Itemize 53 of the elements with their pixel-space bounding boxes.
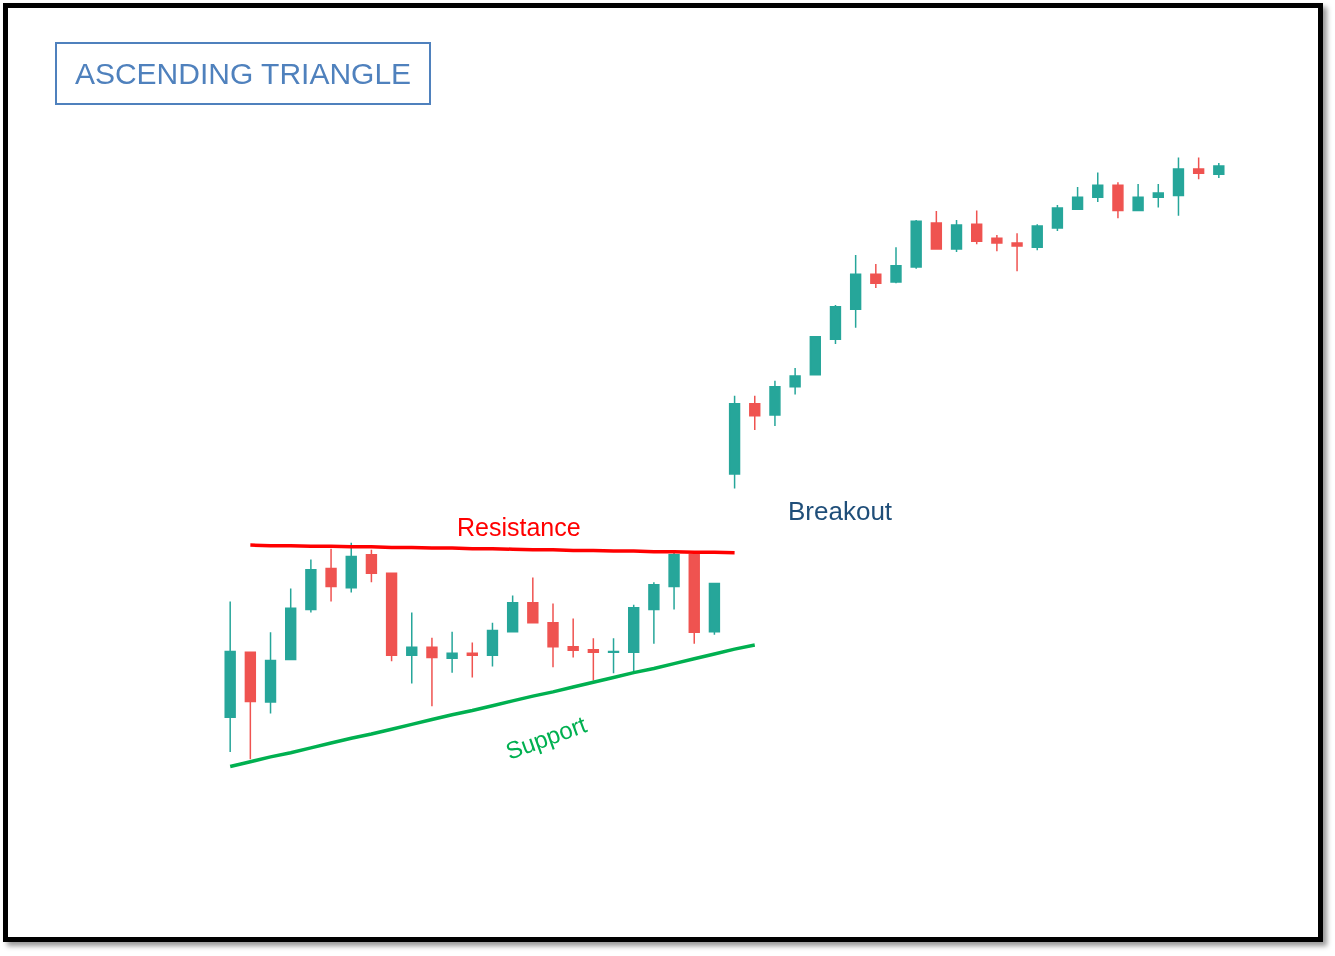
candlestick [769,380,781,427]
candlestick [930,210,943,250]
candlestick [426,636,438,708]
candlestick [809,336,821,376]
candlestick [829,304,842,345]
candlestick [224,600,236,753]
candlestick [527,576,539,624]
candlestick [991,234,1003,253]
candlestick [688,552,700,645]
candlestick [587,637,600,682]
candlestick [365,549,378,584]
candlestick [789,367,801,396]
candlestick [870,263,882,289]
candlestick [486,621,499,668]
series-label: Resistance [457,513,581,541]
candlestick [607,637,620,674]
candlestick [1213,162,1225,179]
candlestick [1051,204,1064,232]
candlestick [1192,156,1205,180]
candlestick [1071,186,1084,210]
candlestick [950,219,963,253]
candlestick [244,651,257,761]
candlestick [506,594,519,633]
candlestick [466,641,478,679]
candlestick [1172,156,1185,217]
candlestick [345,541,357,594]
candlestick [1092,171,1104,203]
annotation: Breakout [788,496,893,526]
candlestick [285,587,297,661]
candlestick [1132,183,1144,212]
candlestick [728,395,741,490]
candlestick [446,630,458,674]
candlestick [910,219,922,270]
candlestick [1031,223,1043,251]
candlestick [849,254,862,329]
candlestick [1112,181,1124,220]
chart-title: ASCENDING TRIANGLE [74,57,412,90]
candlestick [971,209,983,245]
candlestick [406,611,418,685]
candlestick [567,617,579,659]
candlestick [264,631,277,715]
candlestick [749,395,761,431]
candlestick [305,558,317,614]
candlestick [325,547,337,603]
candlestick [668,552,680,611]
candlestick [890,246,902,285]
candlestick [1011,232,1023,272]
candlestick [648,581,660,645]
candlestick [1152,183,1164,209]
candlestick [385,572,398,662]
candlestick [547,602,559,668]
candlestick [708,582,721,636]
candlestick [628,603,640,673]
